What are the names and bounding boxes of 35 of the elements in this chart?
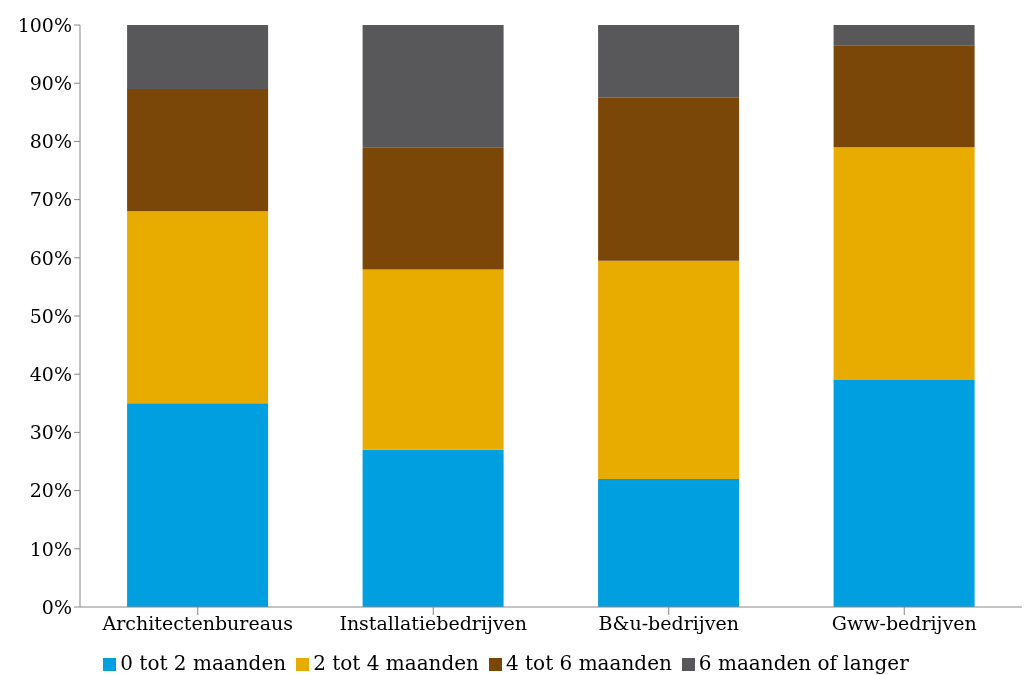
bar bbox=[833, 25, 975, 46]
x-tick-label: Gww-bedrijven bbox=[831, 612, 977, 635]
y-tick-label: 90% bbox=[29, 71, 72, 94]
legend-label: 4 tot 6 maanden bbox=[506, 651, 672, 675]
y-tick-label: 0% bbox=[41, 595, 72, 618]
y-tick-label: 10% bbox=[29, 537, 72, 560]
y-tick-label: 30% bbox=[29, 421, 72, 444]
bar bbox=[362, 449, 504, 607]
bar bbox=[127, 211, 269, 404]
legend-label: 0 tot 2 maanden bbox=[120, 651, 287, 675]
y-tick-label: 70% bbox=[29, 188, 72, 211]
bar bbox=[598, 478, 740, 607]
bar bbox=[127, 403, 269, 607]
y-tick-label: 60% bbox=[29, 246, 72, 269]
bar bbox=[362, 25, 504, 148]
bar bbox=[127, 25, 269, 90]
bar bbox=[598, 260, 740, 479]
y-tick-label: 20% bbox=[29, 479, 72, 502]
y-tick-label: 100% bbox=[17, 13, 72, 36]
bar bbox=[362, 269, 504, 450]
y-tick-label: 80% bbox=[29, 130, 72, 153]
y-tick-label: 50% bbox=[29, 304, 72, 327]
bar bbox=[833, 380, 975, 607]
bar bbox=[598, 25, 740, 98]
bar bbox=[127, 89, 269, 212]
bar bbox=[598, 97, 740, 261]
legend-label: 2 tot 4 maanden bbox=[313, 651, 479, 675]
x-tick-label: Architectenbureaus bbox=[101, 612, 293, 635]
x-tick-label: Installatiebedrijven bbox=[339, 612, 528, 635]
y-tick-label: 40% bbox=[29, 362, 72, 385]
bar bbox=[362, 147, 504, 270]
bar bbox=[833, 147, 975, 381]
bar bbox=[833, 45, 975, 148]
legend-label: 6 maanden of langer bbox=[698, 651, 909, 675]
x-tick-label: B&u-bedrijven bbox=[598, 612, 739, 635]
